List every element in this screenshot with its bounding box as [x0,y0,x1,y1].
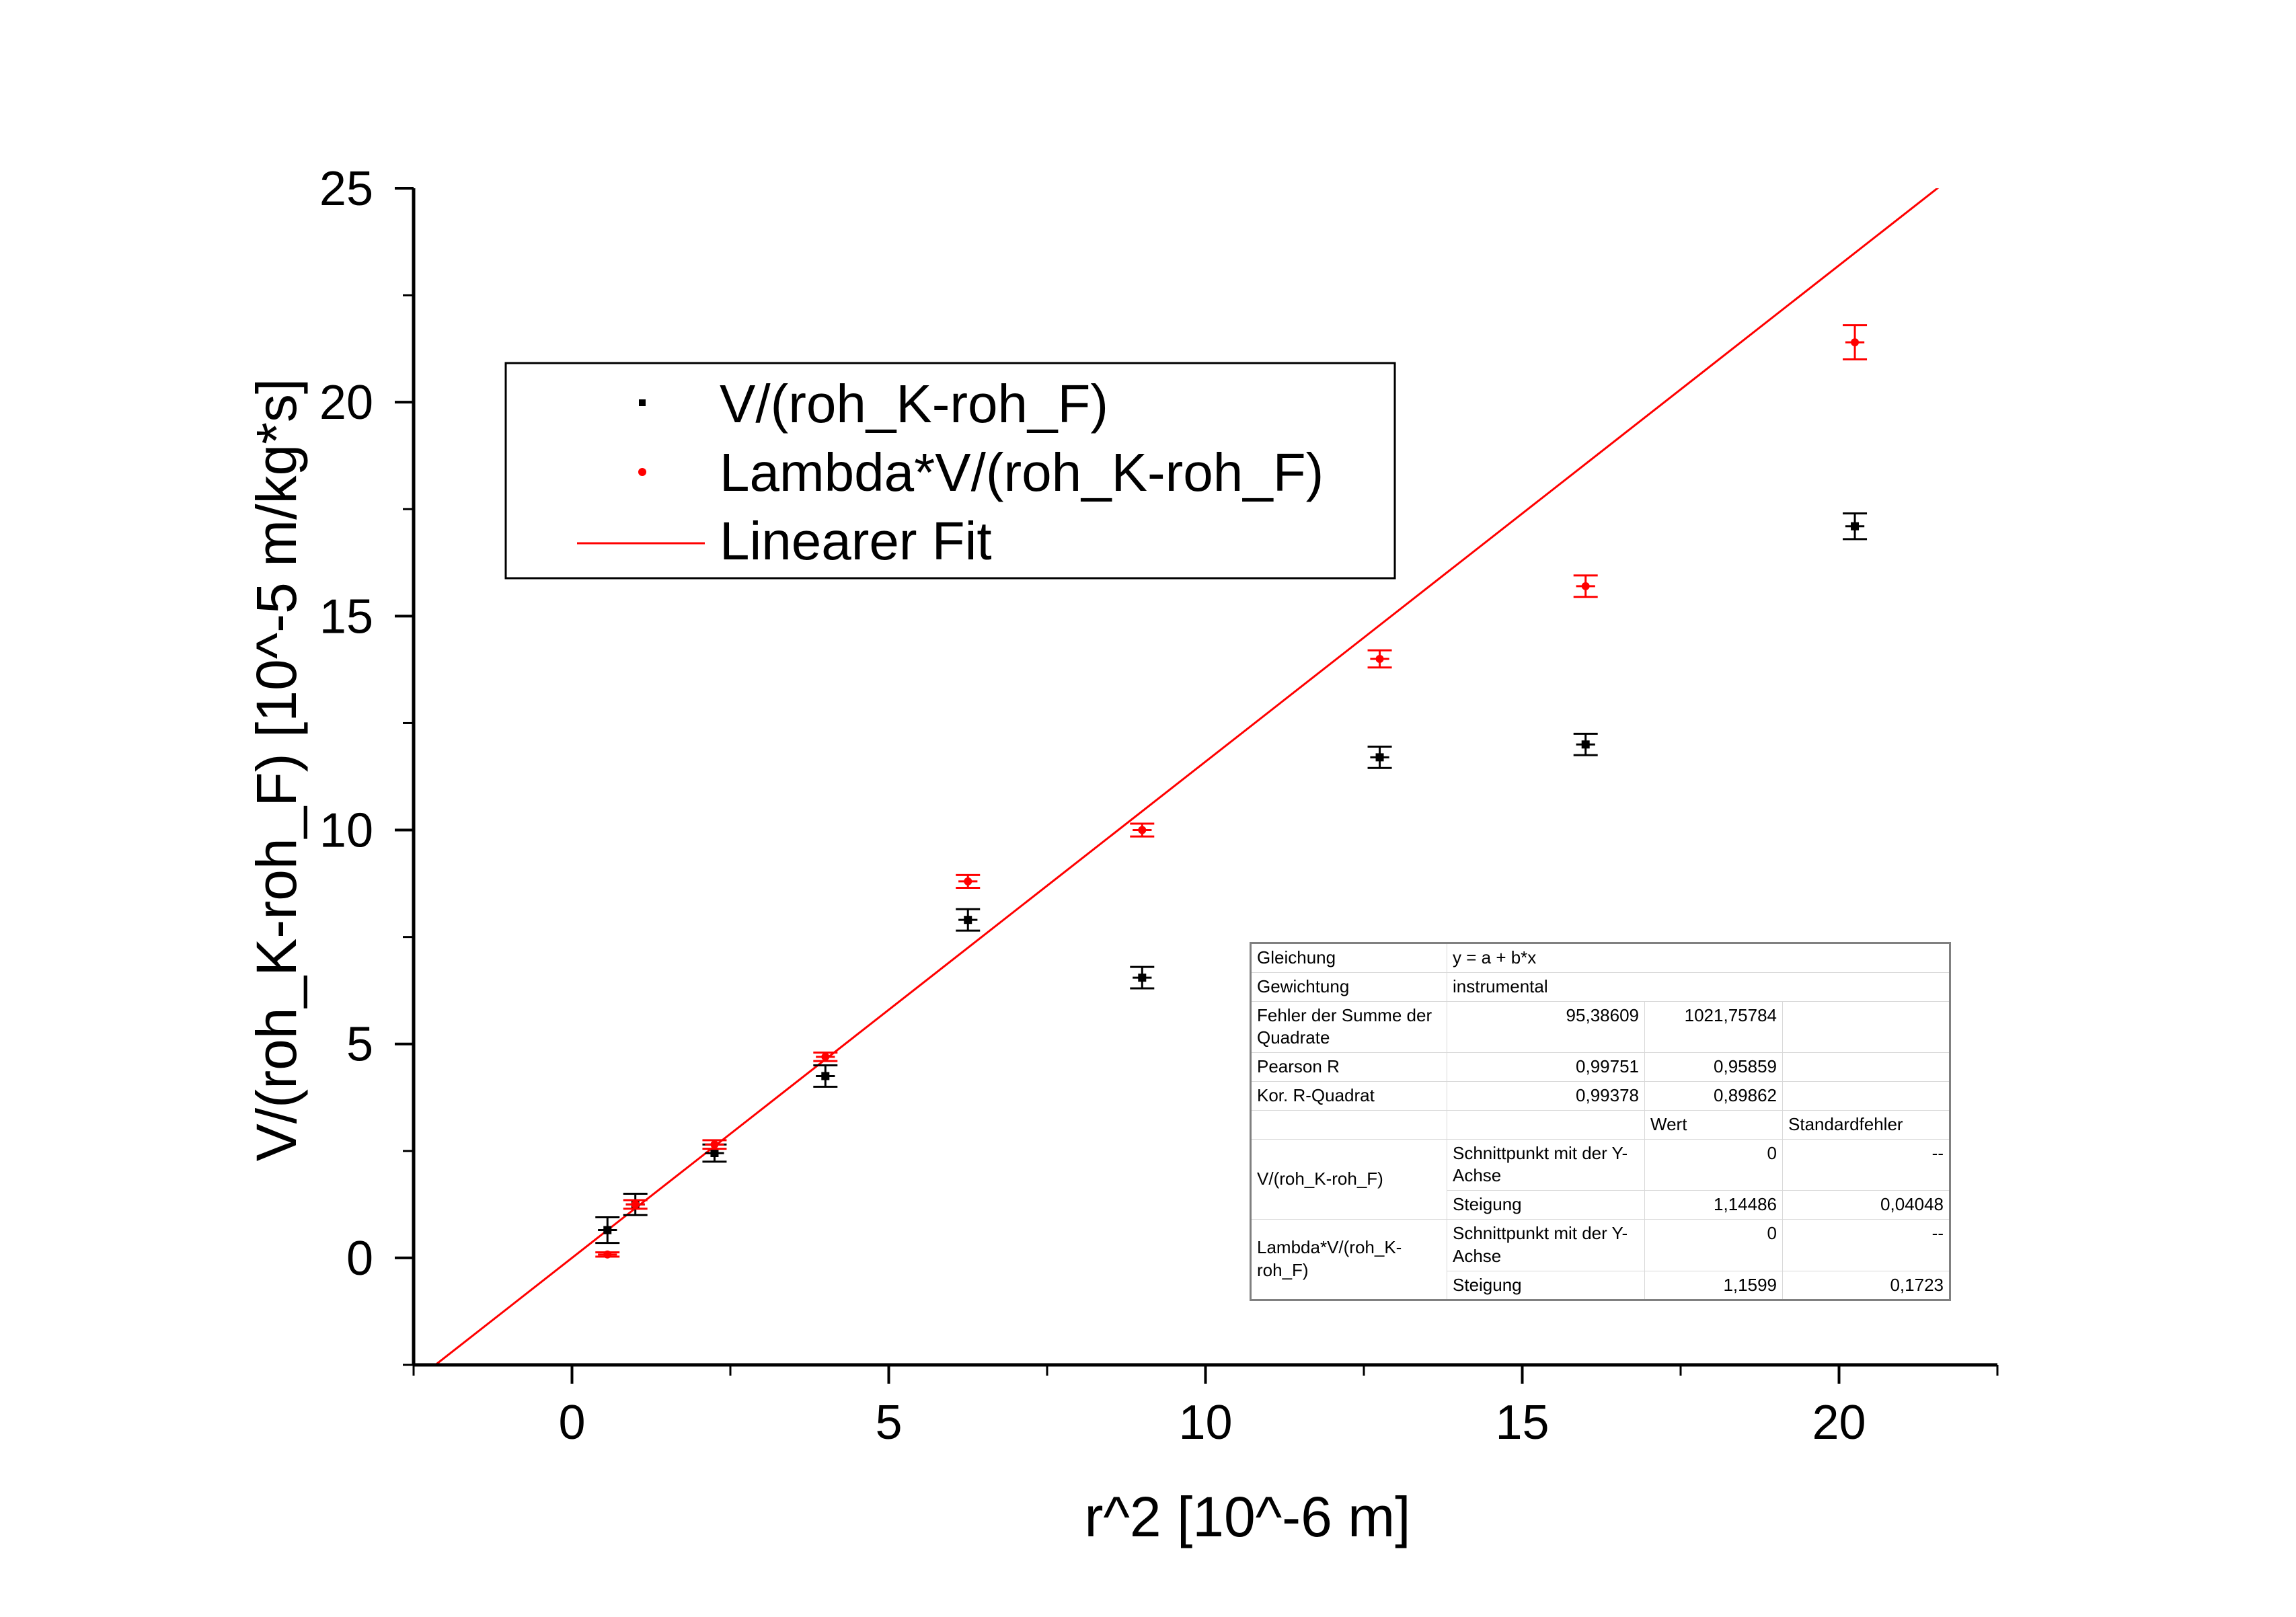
pearson-value-2: 0,95859 [1644,1052,1783,1082]
table-row: Wert Standardfehler [1250,1109,1950,1140]
kor-value-1: 0,99378 [1447,1080,1645,1111]
data-point-circle [1851,338,1860,347]
empty-cell [1447,1109,1645,1140]
gleichung-value: y = a + b*x [1447,943,1950,973]
standardfehler-header: Standardfehler [1782,1109,1950,1140]
y-tick-label: 20 [319,376,373,430]
table-row: V/(roh_K-roh_F) Schnittpunkt mit der Y-A… [1250,1138,1950,1220]
table-row: Lambda*V/(roh_K-roh_F) Schnittpunkt mit … [1250,1218,1950,1301]
data-point-circle [1581,582,1590,590]
fehler-value-2: 1021,75784 [1644,1000,1783,1054]
table-row: Gleichung y = a + b*x [1250,943,1950,973]
empty-cell [1250,1109,1447,1140]
x-ticks: 0 5 10 15 20 [412,1365,1999,1450]
data-point-circle [710,1140,719,1149]
s1-steigung-fehler: 0,04048 [1782,1190,1950,1220]
series1-label: V/(roh_K-roh_F) [1250,1138,1447,1220]
gewichtung-value: instrumental [1447,972,1950,1002]
y-tick-label: 25 [319,162,373,216]
s1-steigung-wert: 1,14486 [1644,1190,1783,1220]
legend-symbol-square [639,399,646,406]
y-ticks: 0 5 10 15 20 25 [319,162,414,1366]
data-point-square [710,1149,719,1157]
x-tick-label: 20 [1812,1396,1866,1450]
x-tick-label: 0 [558,1396,585,1450]
s1-schnitt-wert: 0 [1644,1138,1783,1191]
legend-label-fit: Linearer Fit [720,511,992,571]
data-point-square [964,916,972,924]
data-point-square [1138,974,1147,982]
empty-cell [1782,1052,1950,1082]
data-marks [595,324,1868,1259]
axes: 0 5 10 15 20 25 0 5 10 15 20 [319,162,1999,1450]
x-tick-label: 15 [1495,1396,1549,1450]
y-tick-label: 5 [346,1018,373,1072]
steigung-label: Steigung [1447,1270,1645,1301]
fit-results-table: Gleichung y = a + b*x Gewichtung instrum… [1250,942,1951,1302]
schnittpunkt-label: Schnittpunkt mit der Y-Achse [1447,1138,1645,1191]
y-tick-label: 10 [319,804,373,858]
pearson-label: Pearson R [1250,1052,1447,1082]
gleichung-label: Gleichung [1250,943,1447,973]
empty-cell [1782,1080,1950,1111]
data-point-circle [1375,655,1384,663]
steigung-label: Steigung [1447,1190,1645,1220]
empty-cell [1782,1000,1950,1054]
data-point-circle [821,1052,830,1061]
data-point-circle [631,1200,640,1209]
schnittpunkt-label: Schnittpunkt mit der Y-Achse [1447,1218,1645,1271]
x-axis-title: r^2 [10^-6 m] [1085,1485,1411,1548]
x-tick-label: 10 [1178,1396,1232,1450]
wert-header: Wert [1644,1109,1783,1140]
pearson-value-1: 0,99751 [1447,1052,1645,1082]
x-tick-label: 5 [875,1396,902,1450]
s2-steigung-fehler: 0,1723 [1782,1270,1950,1301]
s1-schnitt-fehler: -- [1782,1138,1950,1191]
fehler-value-1: 95,38609 [1447,1000,1645,1054]
table-row: Steigung 1,1599 0,1723 [1251,1270,1950,1301]
kor-label: Kor. R-Quadrat [1250,1080,1447,1111]
linear-fit-line [435,188,1940,1365]
s2-steigung-wert: 1,1599 [1644,1270,1783,1301]
table-row: Gewichtung instrumental [1250,972,1950,1002]
data-point-square [1581,740,1590,749]
legend: V/(roh_K-roh_F) Lambda*V/(roh_K-roh_F) L… [504,362,1396,580]
legend-symbol-circle [638,468,646,476]
data-point-circle [1138,826,1147,834]
data-point-square [1851,522,1860,530]
series2-label: Lambda*V/(roh_K-roh_F) [1250,1218,1447,1301]
table-row: Pearson R 0,99751 0,95859 [1250,1052,1950,1082]
fehler-label: Fehler der Summe der Quadrate [1250,1000,1447,1054]
s2-schnitt-wert: 0 [1644,1218,1783,1271]
table-row: Kor. R-Quadrat 0,99378 0,89862 [1250,1080,1950,1111]
series-2 [595,324,1868,1259]
gewichtung-label: Gewichtung [1250,972,1447,1002]
s2-schnitt-fehler: -- [1782,1218,1950,1271]
data-point-square [603,1226,612,1234]
legend-label-series1: V/(roh_K-roh_F) [720,374,1108,434]
data-point-square [1375,753,1384,762]
data-point-circle [964,877,972,885]
table-row: Fehler der Summe der Quadrate 95,38609 1… [1250,1000,1950,1054]
y-tick-label: 15 [319,590,373,643]
data-point-circle [603,1250,612,1259]
y-tick-label: 0 [346,1232,373,1286]
kor-value-2: 0,89862 [1644,1080,1783,1111]
table-row: Steigung 1,14486 0,04048 [1251,1190,1950,1220]
legend-label-series2: Lambda*V/(roh_K-roh_F) [720,442,1324,502]
data-point-square [821,1072,830,1080]
y-axis-title: V/(roh_K-roh_F) [10^-5 m/kg*s] [245,379,308,1161]
